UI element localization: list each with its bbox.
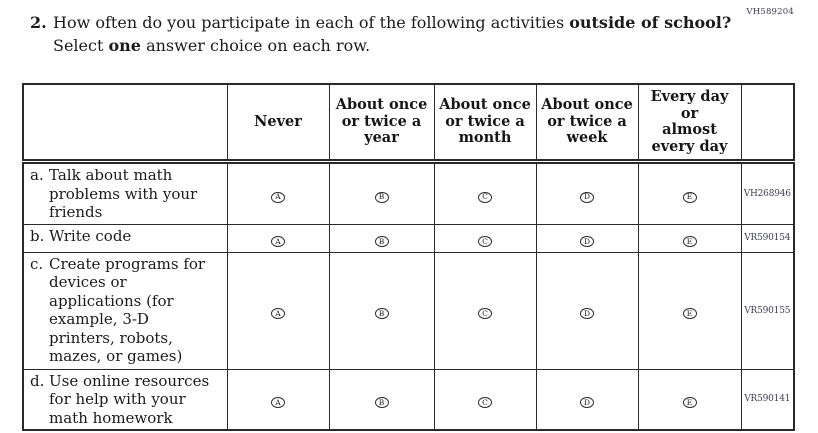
row-c-cell-week: D <box>535 251 639 370</box>
answer-bubble-e[interactable]: E <box>682 235 697 247</box>
question-line2-post: answer choice on each row. <box>140 35 371 55</box>
row-c-cell-month: C <box>433 251 537 370</box>
answer-bubble-e[interactable]: E <box>682 308 697 320</box>
frequency-matrix-table: Never About once or twice a year About o… <box>22 83 795 431</box>
header-never: Never <box>226 83 330 164</box>
row-c-code: VR590155 <box>740 251 795 370</box>
row-d-cell-never: A <box>226 368 330 431</box>
answer-bubble-c[interactable]: C <box>478 191 492 203</box>
header-every-day: Every day or almost every day <box>637 83 742 164</box>
question-number: 2. <box>30 13 47 32</box>
row-d-code: VR590141 <box>740 368 795 431</box>
answer-bubble-d[interactable]: D <box>580 397 594 408</box>
row-c-label-cell: c. Create programs for devices or applic… <box>22 251 228 370</box>
row-b-cell-everyday: E <box>637 223 742 253</box>
question-line1-bold: outside of school? <box>569 13 732 32</box>
row-b-cell-month: C <box>433 223 537 253</box>
header-once-twice-year: About once or twice a year <box>328 83 435 164</box>
answer-bubble-a[interactable]: A <box>271 235 285 247</box>
row-d-cell-year: B <box>328 368 435 431</box>
header-code-blank-cell <box>740 83 795 164</box>
row-c-cell-never: A <box>226 251 330 370</box>
header-once-twice-week: About once or twice a week <box>535 83 639 164</box>
answer-bubble-e[interactable]: E <box>682 191 697 203</box>
answer-bubble-c[interactable]: C <box>478 397 492 408</box>
table-row-c: c. Create programs for devices or applic… <box>22 251 795 370</box>
question-stem: 2. How often do you participate in each … <box>30 12 750 57</box>
answer-bubble-b[interactable]: B <box>374 397 389 408</box>
row-c-cell-everyday: E <box>637 251 742 370</box>
answer-bubble-c[interactable]: C <box>478 235 492 247</box>
row-a-cell-month: C <box>433 161 537 225</box>
row-a-code: VH268946 <box>740 161 795 225</box>
row-d-cell-everyday: E <box>637 368 742 431</box>
row-a-label: Talk about math problems with your frien… <box>49 166 198 221</box>
row-a-cell-year: B <box>328 161 435 225</box>
answer-bubble-d[interactable]: D <box>580 191 594 203</box>
item-accession-code: VH589204 <box>746 7 794 17</box>
row-d-cell-week: D <box>535 368 639 431</box>
question-text: How often do you participate in each of … <box>53 12 731 57</box>
answer-bubble-d[interactable]: D <box>580 235 594 247</box>
row-d-letter: d. <box>30 371 45 390</box>
row-b-letter: b. <box>30 226 45 245</box>
row-c-letter: c. <box>30 254 44 273</box>
row-a-letter: a. <box>30 166 44 184</box>
row-d-label: Use online resources for help with your … <box>49 371 210 427</box>
row-c-label: Create programs for devices or applicati… <box>49 254 206 366</box>
header-blank-cell <box>22 83 228 164</box>
row-a-cell-never: A <box>226 161 330 225</box>
answer-bubble-a[interactable]: A <box>271 191 285 203</box>
answer-bubble-a[interactable]: A <box>271 397 285 408</box>
table-row-b: b. Write code A B C D E VR590154 <box>22 223 795 253</box>
question-line2-bold: one <box>108 35 141 55</box>
row-a-cell-everyday: E <box>637 161 742 225</box>
row-b-cell-year: B <box>328 223 435 253</box>
row-a-label-cell: a. Talk about math problems with your fr… <box>22 161 228 225</box>
row-a-cell-week: D <box>535 161 639 225</box>
header-row: Never About once or twice a year About o… <box>22 83 795 164</box>
answer-bubble-c[interactable]: C <box>478 308 492 320</box>
answer-bubble-d[interactable]: D <box>580 308 594 320</box>
answer-bubble-a[interactable]: A <box>271 308 285 320</box>
answer-bubble-b[interactable]: B <box>374 308 389 320</box>
table-row-a: a. Talk about math problems with your fr… <box>22 161 795 225</box>
row-b-cell-never: A <box>226 223 330 253</box>
question-line1-pre: How often do you participate in each of … <box>53 13 570 32</box>
answer-bubble-b[interactable]: B <box>374 235 389 247</box>
question-line2-pre: Select <box>53 35 109 55</box>
row-d-cell-month: C <box>433 368 537 431</box>
row-d-label-cell: d. Use online resources for help with yo… <box>22 368 228 431</box>
row-c-cell-year: B <box>328 251 435 370</box>
table-row-d: d. Use online resources for help with yo… <box>22 368 795 431</box>
row-b-code: VR590154 <box>740 223 795 253</box>
answer-bubble-e[interactable]: E <box>682 397 697 408</box>
header-once-twice-month: About once or twice a month <box>433 83 537 164</box>
row-b-label-cell: b. Write code <box>22 223 228 253</box>
answer-bubble-b[interactable]: B <box>374 191 389 203</box>
row-b-cell-week: D <box>535 223 639 253</box>
row-b-label: Write code <box>49 226 132 245</box>
